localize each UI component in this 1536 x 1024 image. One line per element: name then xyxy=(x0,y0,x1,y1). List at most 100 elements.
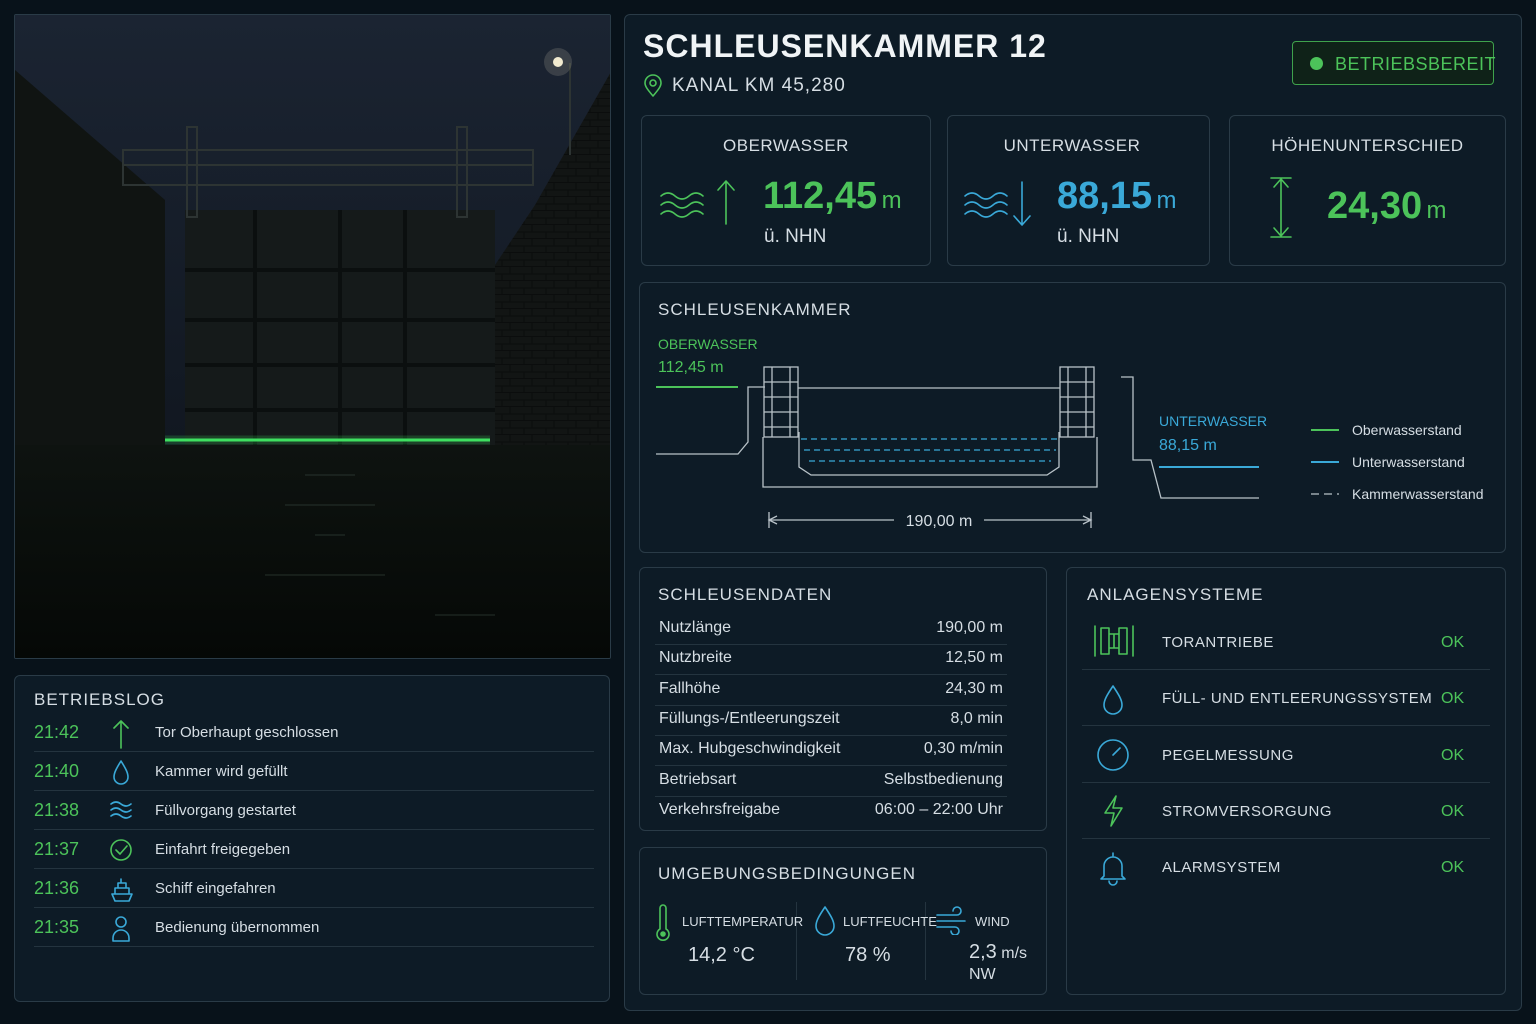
separator xyxy=(34,751,594,752)
camera-view xyxy=(14,14,611,659)
separator xyxy=(1082,669,1490,670)
data-value: 12,50 m xyxy=(945,649,1003,667)
data-value: 190,00 m xyxy=(936,619,1003,636)
humidity-icon xyxy=(815,906,835,936)
chamber-length: 190,00 m xyxy=(906,513,973,530)
lower-value: 88,15 m xyxy=(1159,437,1217,454)
chamber-diagram: OBERWASSER 112,45 m UNTERWASSER 88,15 m … xyxy=(656,336,1484,530)
system-name: TORANTRIEBE xyxy=(1162,634,1274,651)
wind-direction: NW xyxy=(969,966,996,983)
log-text: Füllvorgang gestartet xyxy=(155,802,296,819)
log-text: Bedienung übernommen xyxy=(155,919,320,936)
separator xyxy=(1082,781,1490,783)
systems-panel xyxy=(1066,567,1506,995)
data-value: Selbstbedienung xyxy=(883,770,1003,788)
environment-title: UMGEBUNGSBEDINGUNGEN xyxy=(658,864,917,883)
separator xyxy=(655,674,1007,676)
lower-label: UNTERWASSER xyxy=(1159,413,1267,429)
status-text: BETRIEBSBEREIT xyxy=(1335,54,1497,74)
log-time: 21:36 xyxy=(34,878,80,898)
legend-entry: Kammerwasserstand xyxy=(1352,486,1484,502)
lock-data-title: SCHLEUSENDATEN xyxy=(658,585,833,604)
environment-panel xyxy=(639,847,1047,995)
temp-icon xyxy=(656,904,670,941)
system-status: OK xyxy=(1441,634,1465,651)
log-icon xyxy=(113,760,129,785)
level-label: HÖHENUNTERSCHIED xyxy=(1271,136,1464,155)
legend-entry: Oberwasserstand xyxy=(1352,422,1462,438)
level-icon xyxy=(660,180,735,225)
separator xyxy=(655,704,1007,706)
separator xyxy=(34,790,594,791)
data-label: Max. Hubgeschwindigkeit xyxy=(659,740,841,758)
level-card xyxy=(1229,115,1506,266)
level-ref: ü. NHN xyxy=(764,226,827,247)
data-value: 8,0 min xyxy=(950,709,1003,727)
system-status: OK xyxy=(1441,746,1465,764)
level-value: 112,45 xyxy=(763,175,878,217)
level-unit: m xyxy=(1156,187,1177,214)
data-label: Verkehrsfreigabe xyxy=(659,800,780,818)
chamber-title: SCHLEUSENKAMMER xyxy=(658,300,852,319)
env-label: WIND xyxy=(975,914,1010,929)
level-icon xyxy=(964,181,1031,226)
system-status: OK xyxy=(1441,690,1465,708)
level-label: UNTERWASSER xyxy=(1003,136,1141,155)
log-text: Kammer wird gefüllt xyxy=(155,763,288,780)
separator xyxy=(655,644,1007,645)
upper-label: OBERWASSER xyxy=(658,336,758,352)
separator xyxy=(34,946,594,947)
log-time: 21:38 xyxy=(34,800,80,820)
env-value: 14,2 °C xyxy=(688,944,755,966)
system-name: ALARMSYSTEM xyxy=(1162,859,1281,877)
level-value: 24,30 xyxy=(1327,185,1423,227)
power-icon xyxy=(1104,795,1123,827)
gauge-icon xyxy=(1097,739,1129,771)
fill-icon xyxy=(1103,685,1123,715)
data-label: Füllungs-/Entleerungszeit xyxy=(659,709,840,727)
level-value-group: 24,30 m xyxy=(1327,185,1447,228)
log-title: BETRIEBSLOG xyxy=(34,690,165,709)
data-label: Nutzbreite xyxy=(659,649,732,667)
data-label: Betriebsart xyxy=(659,770,737,788)
level-value-group: 112,45 m xyxy=(763,175,902,218)
separator xyxy=(34,829,594,830)
system-status: OK xyxy=(1441,859,1465,877)
log-icon xyxy=(111,878,133,902)
log-icon xyxy=(112,916,130,942)
level-value: 88,15 xyxy=(1057,175,1153,217)
upper-value: 112,45 m xyxy=(658,359,724,376)
alarm-icon xyxy=(1100,852,1126,886)
status-dot xyxy=(1310,57,1323,70)
wind-value-group: 2,3 m/s xyxy=(969,941,1027,964)
location: KANAL KM 45,280 xyxy=(672,75,846,96)
level-card xyxy=(947,115,1210,266)
data-value: 06:00 – 22:00 Uhr xyxy=(874,800,1003,818)
separator xyxy=(655,765,1007,767)
env-value: 78 % xyxy=(845,944,891,966)
chamber-panel xyxy=(639,282,1506,553)
env-value: 2,3 xyxy=(969,941,997,963)
log-time: 21:35 xyxy=(34,917,80,937)
level-ref: ü. NHN xyxy=(1057,226,1120,247)
separator xyxy=(655,795,1007,797)
level-unit: m xyxy=(881,187,902,214)
log-time: 21:42 xyxy=(34,722,80,742)
lock-data-panel xyxy=(639,567,1047,831)
env-label: LUFTFEUCHTE xyxy=(843,914,937,929)
separator xyxy=(34,868,594,869)
level-label: OBERWASSER xyxy=(723,136,849,155)
separator xyxy=(1082,725,1490,727)
log-text: Tor Oberhaupt geschlossen xyxy=(155,724,339,741)
level-card xyxy=(641,115,931,266)
env-unit: m/s xyxy=(1001,945,1028,962)
location-icon xyxy=(644,74,662,97)
log-icon xyxy=(110,839,132,861)
data-label: Fallhöhe xyxy=(659,679,721,697)
system-status: OK xyxy=(1441,802,1465,820)
log-text: Schiff eingefahren xyxy=(155,880,276,897)
log-icon xyxy=(113,720,129,749)
env-label: LUFTTEMPERATUR xyxy=(682,914,804,929)
data-value: 0,30 m/min xyxy=(923,740,1003,758)
